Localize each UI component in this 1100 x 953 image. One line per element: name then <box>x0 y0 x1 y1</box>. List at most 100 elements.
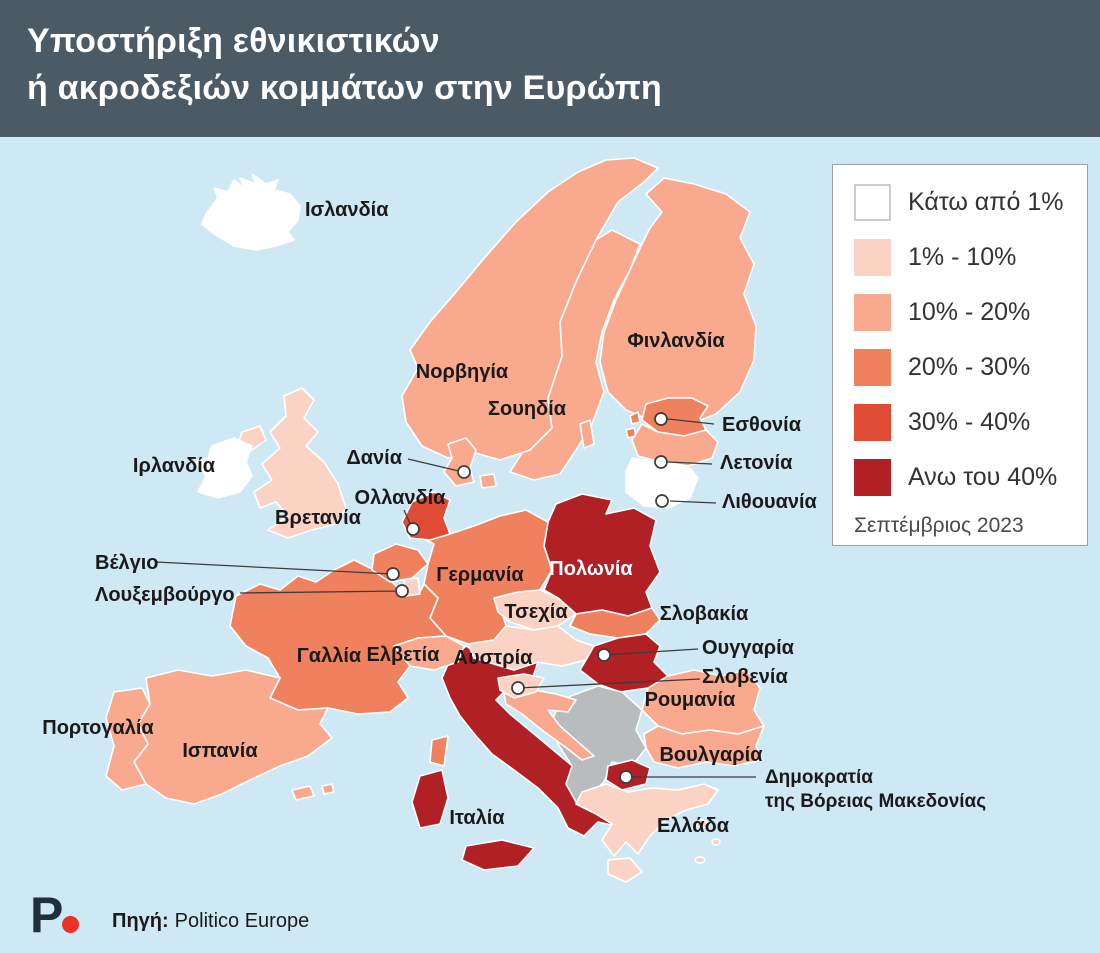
country-iceland <box>201 173 301 251</box>
label-czechia: Τσεχία <box>504 601 568 623</box>
leader-luxembourg <box>239 590 403 594</box>
island-aegean-3 <box>694 856 706 864</box>
country-finland <box>599 177 757 427</box>
island-aegean-2 <box>711 838 721 846</box>
label-latvia: Λετονία <box>720 452 793 474</box>
leader-latvia <box>667 461 713 465</box>
label-germany: Γερμανία <box>436 564 524 586</box>
legend-swatch-20-30 <box>854 349 891 386</box>
island-zealand <box>479 473 497 489</box>
label-slovakia: Σλοβακία <box>660 603 749 625</box>
island-sardinia <box>411 769 449 829</box>
dot-belgium <box>386 567 400 581</box>
country-ireland <box>195 437 253 499</box>
politico-logo: P <box>30 887 63 943</box>
label-slovenia: Σλοβενία <box>702 666 788 688</box>
island-saaremaa <box>629 411 641 425</box>
legend-label: Ανω του 40% <box>908 463 1058 491</box>
country-bulgaria <box>643 725 765 769</box>
dot-luxembourg <box>395 584 409 598</box>
country-latvia <box>631 423 719 467</box>
legend-label: 30% - 40% <box>908 408 1031 436</box>
legend-item-30-40: 30% - 40% <box>854 404 1087 441</box>
label-poland: Πολωνία <box>549 558 633 580</box>
country-lithuania <box>625 457 699 509</box>
country-estonia <box>641 397 709 437</box>
island-menorca <box>321 783 335 795</box>
dot-slovenia <box>511 681 525 695</box>
europe-map: Ισλανδία Νορβηγία Σουηδία Φινλανδία Εσθο… <box>42 157 986 883</box>
legend-label: Κάτω από 1% <box>908 188 1064 216</box>
header: Υποστήριξη εθνικιστικών ή ακροδεξιών κομ… <box>0 0 1100 137</box>
label-north-macedonia-line2: της Βόρειας Μακεδονίας <box>765 791 986 812</box>
dot-netherlands <box>406 522 420 536</box>
politico-logo-dot-icon <box>62 916 79 933</box>
legend-swatch-above-40 <box>854 459 891 496</box>
legend: Κάτω από 1% 1% - 10% 10% - 20% 20% - 30%… <box>832 164 1088 546</box>
leader-hungary <box>603 648 699 656</box>
label-portugal: Πορτογαλία <box>42 717 154 739</box>
source-line: Πηγή: Politico Europe <box>112 910 309 933</box>
legend-swatch-1-10 <box>854 239 891 276</box>
label-france: Γαλλία <box>297 645 362 667</box>
country-belgium <box>371 543 429 583</box>
legend-label: 20% - 30% <box>908 353 1031 381</box>
label-luxembourg: Λουξεμβούργο <box>95 584 235 606</box>
label-italy: Ιταλία <box>449 807 505 829</box>
country-portugal <box>105 687 151 791</box>
legend-item-above-40: Ανω του 40% <box>854 459 1087 496</box>
label-belgium: Βέλγιο <box>95 552 159 574</box>
country-poland <box>543 493 661 617</box>
label-finland: Φινλανδία <box>627 330 725 352</box>
label-hungary: Ουγγαρία <box>702 637 795 659</box>
island-mallorca <box>291 785 315 801</box>
country-czechia <box>493 589 577 631</box>
leader-denmark <box>407 458 464 473</box>
label-lithuania: Λιθουανία <box>722 491 818 513</box>
legend-date: Σεπτέμβριος 2023 <box>854 514 1024 537</box>
label-estonia: Εσθονία <box>722 414 802 436</box>
label-norway: Νορβηγία <box>416 361 509 383</box>
legend-item-20-30: 20% - 30% <box>854 349 1087 386</box>
island-gotland <box>579 419 595 449</box>
label-iceland: Ισλανδία <box>305 199 389 221</box>
label-greece: Ελλάδα <box>657 815 730 837</box>
leader-lithuania <box>669 500 717 504</box>
dot-latvia <box>654 455 668 469</box>
legend-swatch-10-20 <box>854 294 891 331</box>
label-britain: Βρετανία <box>275 507 362 529</box>
country-croatia <box>503 689 595 761</box>
country-norway <box>401 157 659 461</box>
legend-label: 1% - 10% <box>908 243 1017 271</box>
label-romania: Ρουμανία <box>645 689 736 711</box>
dot-lithuania <box>655 494 669 508</box>
country-denmark <box>443 437 477 487</box>
legend-item-below-1: Κάτω από 1% <box>854 184 1087 221</box>
label-north-macedonia-line1: Δημοκρατία <box>765 767 873 788</box>
label-netherlands: Ολλανδία <box>355 487 447 509</box>
dot-hungary <box>597 648 611 662</box>
leader-estonia <box>667 418 715 425</box>
legend-item-10-20: 10% - 20% <box>854 294 1087 331</box>
dot-denmark <box>457 465 471 479</box>
label-spain: Ισπανία <box>182 740 258 762</box>
island-aegean-1 <box>696 819 708 829</box>
page-title-line1: Υποστήριξη εθνικιστικών <box>27 22 440 60</box>
region-peloponnese <box>607 857 643 883</box>
label-ireland: Ιρλανδία <box>133 455 216 477</box>
country-greece <box>575 783 719 857</box>
source-value: Politico Europe <box>174 910 310 932</box>
page-title-line2: ή ακροδεξιών κομμάτων στην Ευρώπη <box>27 69 662 107</box>
label-bulgaria: Βουλγαρία <box>659 744 763 766</box>
dot-estonia <box>654 412 668 426</box>
label-austria: Αυστρία <box>454 647 534 669</box>
dot-north-macedonia <box>619 770 633 784</box>
source-label: Πηγή: <box>112 910 169 932</box>
leader-slovenia <box>517 678 701 689</box>
label-sweden: Σουηδία <box>488 398 567 420</box>
island-corsica <box>429 735 449 767</box>
country-britain <box>253 387 347 539</box>
legend-swatch-below-1 <box>854 184 891 221</box>
legend-swatch-30-40 <box>854 404 891 441</box>
legend-label: 10% - 20% <box>908 298 1031 326</box>
